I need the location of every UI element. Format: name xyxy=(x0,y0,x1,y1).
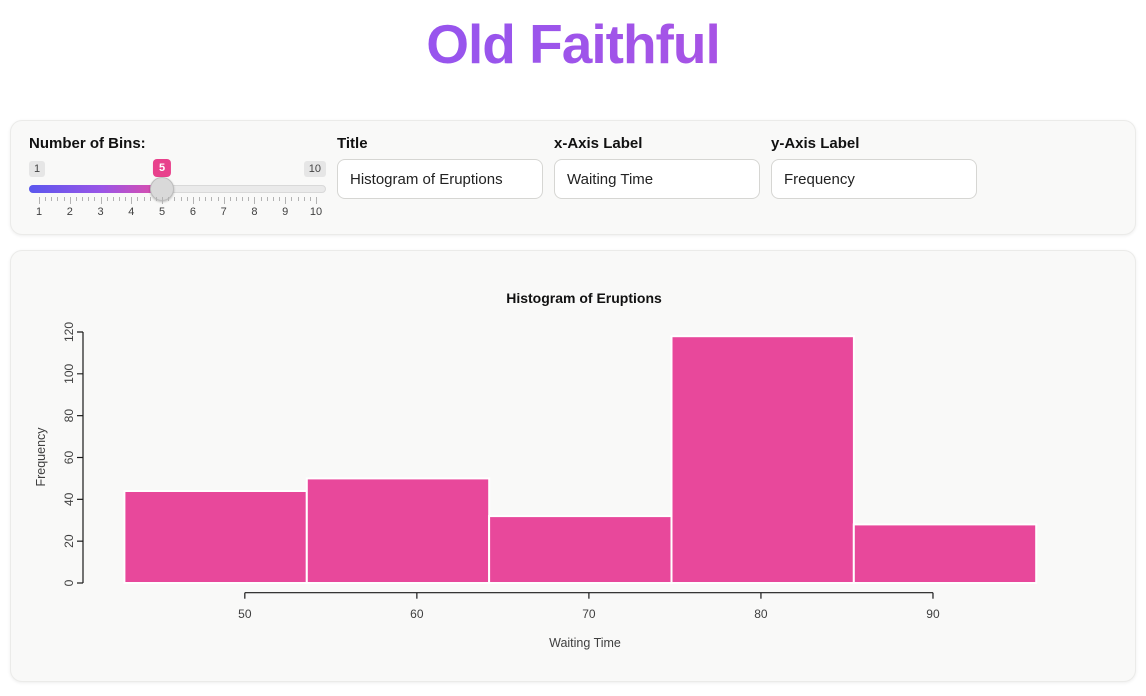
histogram-bar xyxy=(670,335,855,584)
y-tick-label: 100 xyxy=(62,364,76,384)
yaxis-field-group: y-Axis Label xyxy=(771,135,977,224)
slider-minor-tick xyxy=(291,197,293,201)
title-input[interactable] xyxy=(337,159,543,199)
xaxis-field-label: x-Axis Label xyxy=(554,135,643,152)
slider-minor-tick xyxy=(309,197,311,201)
slider-major-tick xyxy=(69,197,71,204)
yaxis-field-label: y-Axis Label xyxy=(771,135,860,152)
slider-tick-label: 1 xyxy=(35,206,43,218)
slider-minor-tick xyxy=(174,197,176,201)
slider-minor-tick xyxy=(94,197,96,201)
y-tick-label: 40 xyxy=(62,492,76,506)
bins-slider-label: Number of Bins: xyxy=(29,135,146,152)
slider-minor-tick xyxy=(211,197,213,201)
y-tick-label: 80 xyxy=(62,409,76,423)
slider-minor-tick xyxy=(149,197,151,201)
bins-slider[interactable]: 1 10 5 1 2 3 4 5 6 7 8 9 10 xyxy=(29,159,326,219)
x-tick-label: 60 xyxy=(410,607,424,621)
slider-minor-tick xyxy=(119,197,121,201)
slider-minor-tick xyxy=(303,197,305,201)
histogram-plot: 0 20 40 60 80 100 120 50 60 70 80 90 Histogram of Er… xyxy=(34,290,1038,650)
slider-tick-label: 8 xyxy=(251,206,258,218)
x-tick-label: 50 xyxy=(238,607,252,621)
slider-grid: 1 2 3 4 5 6 7 8 9 10 xyxy=(29,197,326,219)
plot-panel: 0 20 40 60 80 100 120 50 60 70 80 90 Histogram of Er… xyxy=(10,250,1136,682)
slider-tick-label: 6 xyxy=(189,206,196,218)
slider-minor-tick xyxy=(125,197,127,201)
slider-minor-tick xyxy=(51,197,53,201)
y-tick-label: 120 xyxy=(62,322,76,342)
slider-minor-tick xyxy=(88,197,90,201)
slider-tick-label: 5 xyxy=(159,206,166,218)
x-tick-label: 90 xyxy=(926,607,940,621)
slider-min-badge: 1 xyxy=(29,161,46,177)
slider-minor-tick xyxy=(279,197,281,201)
app-page: Old Faithful Number of Bins: 1 10 5 1 2 3 4… xyxy=(0,12,1146,696)
slider-major-tick xyxy=(285,197,287,204)
slider-major-tick xyxy=(223,197,225,204)
slider-tick-label: 3 xyxy=(97,206,104,218)
slider-minor-tick xyxy=(205,197,207,201)
slider-tick-label: 7 xyxy=(220,206,227,218)
slider-minor-tick xyxy=(63,197,65,201)
y-tick-label: 60 xyxy=(62,451,76,465)
slider-max-badge: 10 xyxy=(303,161,326,177)
slider-minor-tick xyxy=(57,197,59,201)
x-tick-label: 80 xyxy=(754,607,768,621)
y-tick-label: 0 xyxy=(62,579,76,586)
y-tick-label: 20 xyxy=(62,534,76,548)
slider-minor-tick xyxy=(180,197,182,201)
controls-panel: Number of Bins: 1 10 5 1 2 3 4 5 6 7 8 9 10 Title… xyxy=(10,120,1136,235)
slider-tick-label: 10 xyxy=(309,206,323,218)
slider-minor-tick xyxy=(229,197,231,201)
plot-ylabel: Frequency xyxy=(34,427,48,487)
app-title: Old Faithful xyxy=(0,12,1146,76)
title-field-group: Title xyxy=(337,135,543,224)
histogram-bar xyxy=(852,523,1038,584)
slider-major-tick xyxy=(39,197,40,204)
slider-minor-tick xyxy=(297,197,299,201)
slider-minor-tick xyxy=(199,197,201,201)
slider-minor-tick xyxy=(235,197,237,201)
slider-tick-label: 4 xyxy=(128,206,135,218)
slider-major-tick xyxy=(316,197,317,204)
yaxis-input[interactable] xyxy=(771,159,977,199)
slider-minor-tick xyxy=(45,197,47,201)
xaxis-field-group: x-Axis Label xyxy=(554,135,760,224)
slider-minor-tick xyxy=(168,197,170,201)
slider-minor-tick xyxy=(186,197,188,201)
slider-minor-tick xyxy=(75,197,77,201)
slider-value-badge: 5 xyxy=(153,159,172,177)
histogram-bar xyxy=(123,490,308,584)
histogram-bar xyxy=(488,515,673,585)
slider-fill xyxy=(29,185,163,193)
slider-major-tick xyxy=(162,197,164,204)
plot-xlabel: Waiting Time xyxy=(549,636,621,650)
slider-minor-tick xyxy=(242,197,244,201)
slider-major-tick xyxy=(192,197,194,204)
slider-minor-tick xyxy=(272,197,274,201)
xaxis-input[interactable] xyxy=(554,159,760,199)
x-tick-label: 70 xyxy=(582,607,596,621)
slider-tick-label: 9 xyxy=(282,206,289,218)
slider-minor-tick xyxy=(260,197,262,201)
title-field-label: Title xyxy=(337,135,368,152)
slider-minor-tick xyxy=(155,197,157,201)
slider-major-tick xyxy=(100,197,102,204)
slider-minor-tick xyxy=(248,197,250,201)
slider-minor-tick xyxy=(143,197,145,201)
slider-minor-tick xyxy=(112,197,114,201)
bins-slider-group: Number of Bins: 1 10 5 1 2 3 4 5 6 7 8 9 10 xyxy=(29,135,326,224)
slider-minor-tick xyxy=(266,197,268,201)
slider-minor-tick xyxy=(137,197,139,201)
slider-minor-tick xyxy=(217,197,219,201)
slider-tick-label: 2 xyxy=(66,206,73,218)
slider-minor-tick xyxy=(106,197,108,201)
histogram-bar xyxy=(305,477,491,584)
slider-minor-tick xyxy=(82,197,84,201)
slider-major-tick xyxy=(131,197,133,204)
slider-major-tick xyxy=(254,197,256,204)
plot-title: Histogram of Eruptions xyxy=(506,290,662,306)
